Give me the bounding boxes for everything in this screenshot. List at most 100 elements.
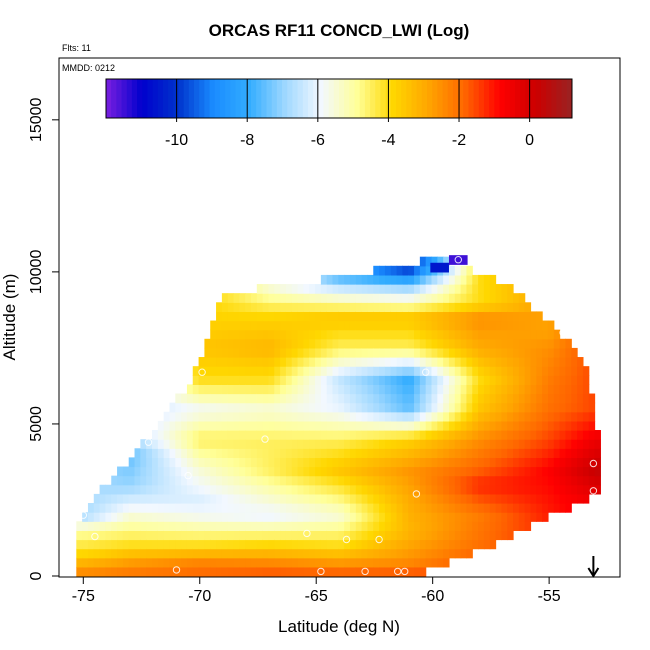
heatmap-cell (152, 521, 159, 531)
heatmap-cell (373, 512, 380, 522)
heatmap-cell (379, 384, 386, 395)
heatmap-cell (513, 512, 520, 522)
heatmap-cell (507, 366, 514, 376)
heatmap-cell (210, 557, 217, 568)
heatmap-cell (297, 566, 304, 577)
colorbar-swatch (194, 79, 200, 118)
heatmap-cell (157, 539, 165, 550)
heatmap-cell (466, 493, 473, 504)
heatmap-cell (280, 484, 287, 495)
heatmap-cell (332, 448, 339, 458)
heatmap-cell (227, 366, 235, 376)
heatmap-cell (221, 539, 229, 550)
heatmap-cell (466, 320, 473, 331)
heatmap-cell (297, 448, 304, 458)
flight-point (394, 567, 402, 576)
heatmap-cell (262, 430, 270, 440)
heatmap-cell (216, 384, 223, 395)
heatmap-cell (524, 448, 532, 458)
heatmap-cell (111, 539, 118, 550)
heatmap-cell (198, 393, 206, 404)
heatmap-cell (379, 430, 386, 440)
heatmap-cell (588, 448, 596, 458)
heatmap-cell (542, 475, 549, 486)
heatmap-cell (355, 274, 363, 285)
heatmap-cell (373, 311, 380, 322)
heatmap-cell (344, 539, 351, 550)
heatmap-cell (396, 347, 403, 358)
heatmap-cell (198, 466, 206, 477)
heatmap-cell (250, 402, 258, 413)
heatmap-cell (495, 347, 502, 358)
heatmap-cell (128, 557, 136, 568)
colorbar-tick-label: -2 (452, 132, 466, 149)
heatmap-cell (349, 503, 357, 513)
heatmap-cell (204, 512, 211, 522)
heatmap-cell (466, 402, 473, 413)
y-tick-label: 5000 (28, 406, 45, 442)
heatmap-cell (431, 375, 438, 385)
heatmap-cell (239, 320, 246, 331)
colorbar-swatch (230, 79, 236, 118)
heatmap-cell (547, 448, 555, 458)
heatmap-cell (507, 284, 514, 294)
heatmap-cell (146, 457, 153, 468)
flight-point (361, 567, 369, 576)
heatmap-cell (402, 530, 409, 541)
heatmap-cell (367, 475, 374, 486)
heatmap-cell (175, 457, 182, 468)
heatmap-cell (344, 521, 351, 531)
heatmap-cell (349, 274, 357, 285)
heatmap-cell (501, 493, 508, 504)
heatmap-cell (402, 457, 409, 468)
heatmap-cell (315, 329, 322, 340)
heatmap-cell (384, 320, 392, 331)
heatmap-cell (204, 338, 211, 349)
heatmap-cell (577, 393, 584, 404)
heatmap-cell (478, 493, 485, 504)
heatmap-cell (414, 338, 421, 349)
heatmap-cell (495, 366, 502, 376)
heatmap-cell (513, 302, 520, 313)
heatmap-cell (402, 293, 409, 303)
heatmap-cell (198, 448, 206, 458)
heatmap-cell (192, 439, 200, 449)
heatmap-cell (367, 293, 374, 303)
heatmap-cell (309, 357, 316, 367)
heatmap-cell (582, 448, 590, 458)
heatmap-cell (472, 284, 479, 294)
heatmap-cell (169, 420, 176, 431)
heatmap-cell (373, 320, 380, 331)
heatmap-cell (443, 420, 450, 431)
heatmap-cell (448, 384, 456, 395)
heatmap-cell (437, 329, 444, 340)
heatmap-cell (122, 530, 130, 541)
heatmap-cell (373, 347, 380, 358)
heatmap-cell (285, 393, 293, 404)
heatmap-cell (303, 393, 310, 404)
heatmap-cell (390, 484, 398, 495)
heatmap-cell (134, 521, 141, 531)
heatmap-cell (315, 539, 322, 550)
heatmap-cell (367, 302, 374, 313)
heatmap-cell (408, 265, 415, 276)
heatmap-cell (454, 384, 462, 395)
heatmap-cell (524, 493, 532, 504)
heatmap-cell (256, 448, 264, 458)
heatmap-cell (367, 311, 374, 322)
heatmap-cell (256, 384, 264, 395)
heatmap-cell (274, 366, 281, 376)
heatmap-cell (553, 503, 561, 513)
heatmap-cell (239, 302, 246, 313)
heatmap-cell (280, 530, 287, 541)
heatmap-cell (443, 274, 450, 285)
heatmap-cell (297, 293, 304, 303)
heatmap-cell (105, 512, 112, 522)
heatmap-cell (518, 320, 526, 331)
heatmap-cell (250, 430, 258, 440)
heatmap-cell (315, 347, 322, 358)
heatmap-cell (338, 384, 345, 395)
heatmap-cell (501, 503, 508, 513)
heatmap-cell (140, 521, 147, 531)
heatmap-cell (495, 329, 502, 340)
